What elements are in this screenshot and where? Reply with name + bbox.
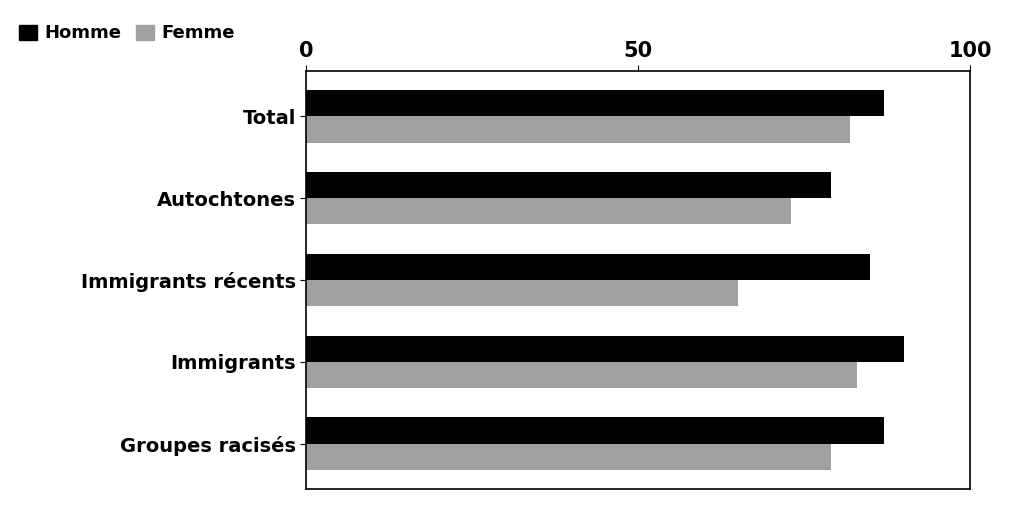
Bar bbox=[306, 254, 870, 280]
Bar bbox=[306, 198, 790, 224]
Bar bbox=[306, 117, 850, 143]
Bar bbox=[306, 443, 830, 470]
Bar bbox=[306, 362, 857, 388]
Legend: Homme, Femme: Homme, Femme bbox=[19, 24, 235, 42]
Bar bbox=[306, 172, 830, 198]
Bar bbox=[306, 335, 904, 362]
Bar bbox=[306, 280, 737, 306]
Bar bbox=[306, 417, 883, 443]
Bar bbox=[306, 90, 883, 117]
